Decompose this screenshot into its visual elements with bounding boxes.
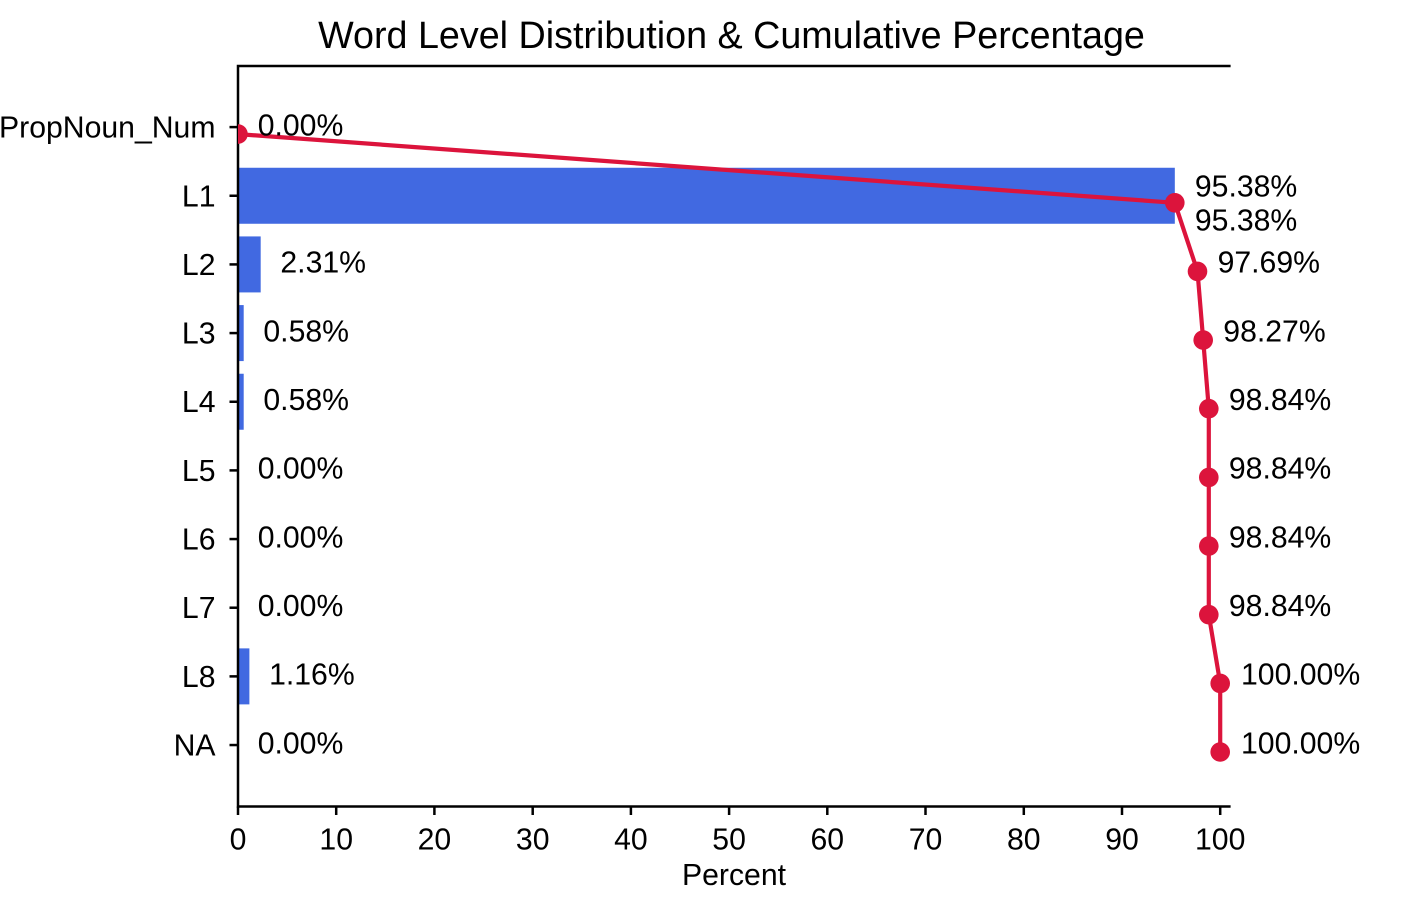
svg-text:PropNoun_Num: PropNoun_Num <box>0 112 216 145</box>
svg-text:L1: L1 <box>182 180 216 213</box>
svg-text:90: 90 <box>1105 823 1139 856</box>
svg-text:0.58%: 0.58% <box>263 315 349 348</box>
svg-text:98.27%: 98.27% <box>1223 315 1325 348</box>
svg-text:100.00%: 100.00% <box>1241 727 1360 760</box>
svg-text:50: 50 <box>712 823 746 856</box>
svg-text:0.58%: 0.58% <box>263 384 349 417</box>
svg-text:98.84%: 98.84% <box>1229 384 1331 417</box>
svg-text:Word Level Distribution & Cumu: Word Level Distribution & Cumulative Per… <box>318 14 1145 56</box>
svg-text:L3: L3 <box>182 318 216 351</box>
svg-text:L4: L4 <box>182 386 216 419</box>
svg-text:97.69%: 97.69% <box>1218 247 1320 280</box>
svg-text:0.00%: 0.00% <box>258 590 344 623</box>
svg-text:70: 70 <box>909 823 943 856</box>
svg-text:98.84%: 98.84% <box>1229 521 1331 554</box>
svg-text:98.84%: 98.84% <box>1229 453 1331 486</box>
svg-text:L7: L7 <box>182 592 216 625</box>
svg-text:0.00%: 0.00% <box>258 521 344 554</box>
svg-text:Percent: Percent <box>682 859 787 892</box>
svg-text:1.16%: 1.16% <box>269 659 355 692</box>
svg-text:L2: L2 <box>182 249 216 282</box>
svg-text:2.31%: 2.31% <box>280 247 366 280</box>
svg-text:L6: L6 <box>182 524 216 557</box>
svg-text:10: 10 <box>319 823 353 856</box>
svg-text:40: 40 <box>614 823 648 856</box>
svg-text:60: 60 <box>811 823 845 856</box>
svg-text:0.00%: 0.00% <box>258 109 344 142</box>
svg-text:80: 80 <box>1007 823 1041 856</box>
svg-text:0: 0 <box>230 823 247 856</box>
svg-text:30: 30 <box>516 823 550 856</box>
svg-text:100: 100 <box>1195 823 1245 856</box>
svg-text:L8: L8 <box>182 661 216 694</box>
svg-text:95.38%: 95.38% <box>1195 171 1297 204</box>
svg-text:20: 20 <box>418 823 452 856</box>
svg-text:NA: NA <box>174 730 217 763</box>
svg-text:98.84%: 98.84% <box>1229 590 1331 623</box>
svg-text:L5: L5 <box>182 455 216 488</box>
svg-text:0.00%: 0.00% <box>258 453 344 486</box>
svg-text:0.00%: 0.00% <box>258 727 344 760</box>
svg-text:95.38%: 95.38% <box>1195 205 1297 238</box>
svg-text:100.00%: 100.00% <box>1241 659 1360 692</box>
